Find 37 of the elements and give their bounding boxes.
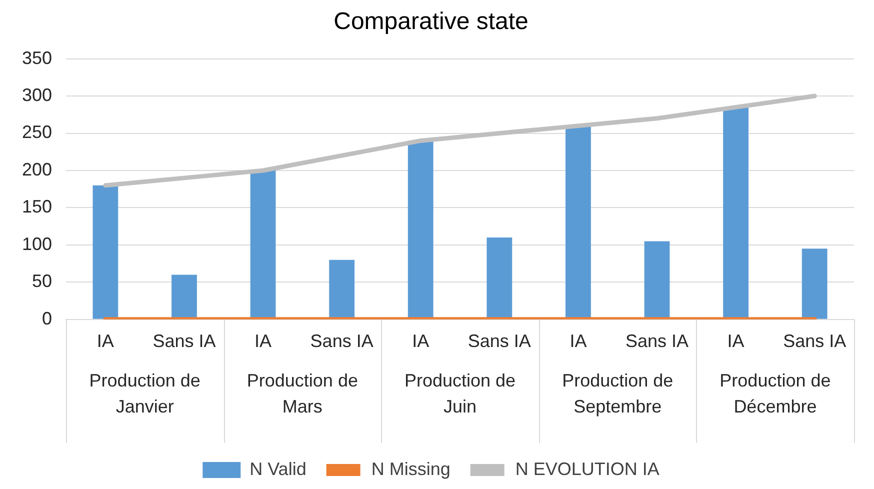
y-tick-label: 0 — [42, 308, 52, 328]
text: Production de Juin — [404, 370, 516, 416]
chart-title: Comparative state — [334, 8, 528, 36]
x-tick-label: IA — [96, 331, 114, 352]
x-tick-label: IA — [570, 331, 587, 352]
text: Production de Septembre — [562, 370, 674, 416]
legend-label: N Valid — [250, 458, 306, 479]
x-tick-label: IA — [727, 331, 744, 352]
bar — [172, 274, 197, 319]
x-tick-label: Sans IA — [310, 331, 374, 352]
y-tick-label: 300 — [22, 84, 52, 105]
text: Production de Mars — [246, 370, 358, 416]
x-tick-label: IA — [254, 331, 272, 352]
x-tick-label: Sans IA — [783, 331, 846, 352]
x-tick-label: IA — [412, 331, 430, 352]
bar — [566, 126, 591, 319]
bar — [723, 107, 749, 319]
y-tick-label: 100 — [22, 234, 52, 254]
text: Production de Janvier — [89, 370, 200, 416]
bar — [250, 170, 276, 319]
y-tick-label: 250 — [22, 122, 52, 142]
x-tick-label: Sans IA — [152, 331, 216, 352]
bar — [92, 185, 118, 319]
text: Production de Décembre — [720, 370, 831, 416]
bar — [644, 241, 670, 319]
bar — [408, 140, 434, 319]
y-tick-label: 50 — [32, 271, 52, 292]
x-tick-label: Sans IA — [625, 331, 689, 352]
y-tick-label: 200 — [22, 159, 52, 180]
bar — [329, 260, 355, 319]
bar — [802, 248, 828, 319]
legend-label: N Missing — [371, 458, 450, 479]
x-tick-label: Sans IA — [468, 331, 531, 352]
y-tick-label: 150 — [22, 196, 52, 217]
y-tick-label: 350 — [22, 48, 52, 68]
legend-label: N EVOLUTION IA — [515, 458, 660, 479]
bar — [486, 237, 512, 319]
